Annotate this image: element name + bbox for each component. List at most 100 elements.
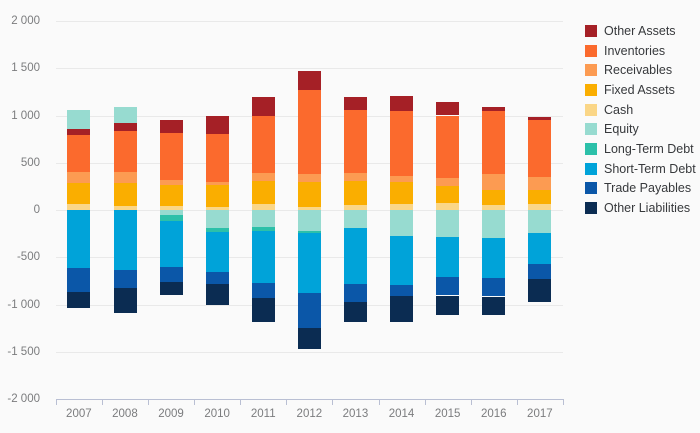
bar-2016-receivables[interactable]	[482, 173, 506, 191]
legend-item-trade-payables[interactable]: Trade Payables	[585, 179, 696, 199]
bar-2012-cash[interactable]	[297, 207, 321, 210]
bar-2012-fixed-assets[interactable]	[297, 181, 321, 208]
bar-2016-cash[interactable]	[482, 205, 506, 210]
bar-2015-fixed-assets[interactable]	[436, 185, 460, 204]
bar-2012-long-term-debt[interactable]	[297, 230, 321, 233]
bar-2008-receivables[interactable]	[113, 172, 137, 184]
bar-2011-other-assets[interactable]	[251, 97, 275, 116]
bar-2008-short-term-debt[interactable]	[113, 210, 137, 270]
bar-2012-other-liabilities[interactable]	[297, 328, 321, 349]
bar-2015-short-term-debt[interactable]	[436, 237, 460, 278]
bar-2015-cash[interactable]	[436, 203, 460, 210]
bar-2011-equity[interactable]	[251, 210, 275, 227]
bar-2009-long-term-debt[interactable]	[159, 215, 183, 221]
bar-2007-trade-payables[interactable]	[67, 268, 91, 293]
bar-2010-short-term-debt[interactable]	[205, 232, 229, 272]
bar-2016-equity[interactable]	[482, 210, 506, 239]
legend-item-long-term-debt[interactable]: Long-Term Debt	[585, 139, 696, 159]
bar-2012-short-term-debt[interactable]	[297, 232, 321, 293]
bar-2008-other-assets[interactable]	[113, 123, 137, 131]
bar-2013-cash[interactable]	[344, 205, 367, 210]
bar-2008-other-liabilities[interactable]	[113, 288, 137, 313]
bar-2009-other-assets[interactable]	[159, 120, 183, 133]
bar-2007-inventories[interactable]	[67, 134, 91, 172]
bar-2014-other-assets[interactable]	[390, 96, 414, 112]
bar-2010-trade-payables[interactable]	[205, 271, 229, 284]
bar-2015-equity[interactable]	[436, 210, 460, 238]
bar-2016-other-assets[interactable]	[482, 106, 506, 111]
bar-2015-other-assets[interactable]	[436, 102, 460, 116]
bar-2017-short-term-debt[interactable]	[528, 232, 552, 264]
bar-2011-receivables[interactable]	[251, 172, 275, 182]
bar-2017-equity[interactable]	[528, 210, 552, 233]
legend-item-other-assets[interactable]: Other Assets	[585, 21, 696, 41]
bar-2014-other-liabilities[interactable]	[390, 295, 414, 322]
legend-item-receivables[interactable]: Receivables	[585, 60, 696, 80]
bar-2016-short-term-debt[interactable]	[482, 238, 506, 278]
bar-2012-receivables[interactable]	[297, 174, 321, 182]
bar-2007-other-assets[interactable]	[67, 128, 91, 135]
bar-2017-fixed-assets[interactable]	[528, 190, 552, 205]
bar-2013-inventories[interactable]	[344, 110, 367, 174]
bar-2017-other-assets[interactable]	[528, 116, 552, 121]
bar-2013-receivables[interactable]	[344, 173, 367, 181]
bar-2007-equity[interactable]	[67, 110, 91, 129]
bar-2008-fixed-assets[interactable]	[113, 183, 137, 207]
bar-2017-cash[interactable]	[528, 204, 552, 210]
bar-2010-inventories[interactable]	[205, 133, 229, 183]
bar-2014-receivables[interactable]	[390, 176, 414, 183]
bar-2007-short-term-debt[interactable]	[67, 210, 91, 269]
bar-2013-trade-payables[interactable]	[344, 283, 367, 302]
bar-2009-inventories[interactable]	[159, 133, 183, 180]
bar-2011-long-term-debt[interactable]	[251, 227, 275, 232]
bar-2013-other-assets[interactable]	[344, 97, 367, 111]
bar-2017-receivables[interactable]	[528, 177, 552, 191]
legend-item-equity[interactable]: Equity	[585, 119, 696, 139]
bar-2012-equity[interactable]	[297, 210, 321, 231]
bar-2016-trade-payables[interactable]	[482, 278, 506, 297]
bar-2017-trade-payables[interactable]	[528, 263, 552, 279]
bar-2010-long-term-debt[interactable]	[205, 227, 229, 233]
bar-2014-short-term-debt[interactable]	[390, 236, 414, 285]
bar-2009-equity[interactable]	[159, 210, 183, 216]
bar-2008-equity[interactable]	[113, 107, 137, 124]
bar-2017-inventories[interactable]	[528, 120, 552, 178]
bar-2011-cash[interactable]	[251, 203, 275, 210]
bar-2011-trade-payables[interactable]	[251, 283, 275, 299]
legend-item-fixed-assets[interactable]: Fixed Assets	[585, 80, 696, 100]
bar-2014-equity[interactable]	[390, 210, 414, 236]
bar-2009-other-liabilities[interactable]	[159, 282, 183, 296]
bar-2015-inventories[interactable]	[436, 115, 460, 179]
bar-2014-fixed-assets[interactable]	[390, 182, 414, 204]
bar-2015-receivables[interactable]	[436, 178, 460, 186]
bar-2010-cash[interactable]	[205, 207, 229, 210]
bar-2008-inventories[interactable]	[113, 130, 137, 173]
bar-2009-fixed-assets[interactable]	[159, 185, 183, 207]
bar-2014-cash[interactable]	[390, 203, 414, 210]
bar-2012-trade-payables[interactable]	[297, 292, 321, 329]
bar-2013-fixed-assets[interactable]	[344, 180, 367, 206]
bar-2010-other-liabilities[interactable]	[205, 283, 229, 305]
bar-2016-fixed-assets[interactable]	[482, 190, 506, 206]
bar-2009-trade-payables[interactable]	[159, 266, 183, 283]
bar-2013-short-term-debt[interactable]	[344, 228, 367, 284]
bar-2007-fixed-assets[interactable]	[67, 183, 91, 204]
bar-2016-other-liabilities[interactable]	[482, 296, 506, 315]
legend-item-short-term-debt[interactable]: Short-Term Debt	[585, 159, 696, 179]
bar-2009-short-term-debt[interactable]	[159, 220, 183, 267]
bar-2007-other-liabilities[interactable]	[67, 292, 91, 309]
bar-2017-other-liabilities[interactable]	[528, 279, 552, 303]
bar-2014-trade-payables[interactable]	[390, 284, 414, 296]
bar-2010-fixed-assets[interactable]	[205, 185, 229, 208]
bar-2011-inventories[interactable]	[251, 116, 275, 173]
legend-item-cash[interactable]: Cash	[585, 100, 696, 120]
bar-2012-other-assets[interactable]	[297, 71, 321, 90]
bar-2010-equity[interactable]	[205, 210, 229, 228]
bar-2011-other-liabilities[interactable]	[251, 298, 275, 323]
bar-2015-other-liabilities[interactable]	[436, 295, 460, 316]
bar-2010-other-assets[interactable]	[205, 115, 229, 134]
bar-2015-trade-payables[interactable]	[436, 277, 460, 296]
bar-2008-trade-payables[interactable]	[113, 270, 137, 288]
bar-2014-inventories[interactable]	[390, 111, 414, 176]
bar-2013-other-liabilities[interactable]	[344, 301, 367, 322]
